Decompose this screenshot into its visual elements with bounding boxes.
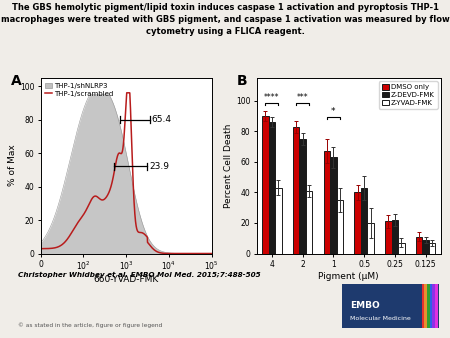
Bar <box>423 240 429 254</box>
Text: 65.4: 65.4 <box>151 115 171 124</box>
Text: Christopher Whidbey et al. EMBO Mol Med. 2015;7:488-505: Christopher Whidbey et al. EMBO Mol Med.… <box>18 272 261 278</box>
Bar <box>337 200 343 254</box>
Legend: DMSO only, Z-DEVD-FMK, Z-YVAD-FMK: DMSO only, Z-DEVD-FMK, Z-YVAD-FMK <box>379 81 437 109</box>
Bar <box>361 188 367 254</box>
Text: B: B <box>236 74 247 88</box>
Text: ****: **** <box>264 93 279 102</box>
Bar <box>330 157 337 254</box>
Bar <box>435 284 438 328</box>
Bar <box>324 151 330 254</box>
X-axis label: Pigment (μM): Pigment (μM) <box>319 271 379 281</box>
Bar <box>293 127 299 254</box>
Text: ***: *** <box>297 93 308 102</box>
Bar <box>392 220 398 254</box>
Bar <box>422 284 424 328</box>
Bar <box>416 237 423 254</box>
Y-axis label: Percent Cell Death: Percent Cell Death <box>224 123 233 208</box>
X-axis label: 660-YVAD-FMK: 660-YVAD-FMK <box>94 275 158 284</box>
Legend: THP-1/shNLRP3, THP-1/scrambled: THP-1/shNLRP3, THP-1/scrambled <box>44 81 115 98</box>
Bar <box>427 284 430 328</box>
Bar <box>367 223 374 254</box>
Bar <box>355 192 361 254</box>
Bar <box>299 139 306 254</box>
Text: 23.9: 23.9 <box>149 162 169 171</box>
Text: A: A <box>11 74 22 88</box>
Text: © as stated in the article, figure or figure legend: © as stated in the article, figure or fi… <box>18 323 162 329</box>
Bar <box>424 284 427 328</box>
Bar <box>385 221 392 254</box>
Bar <box>398 243 405 254</box>
Text: Molecular Medicine: Molecular Medicine <box>350 316 410 321</box>
Bar <box>432 284 435 328</box>
Bar <box>269 122 275 254</box>
Bar <box>306 191 312 254</box>
Bar <box>430 284 432 328</box>
Bar <box>262 116 269 254</box>
Y-axis label: % of Max: % of Max <box>8 145 17 187</box>
Text: *: * <box>331 107 336 116</box>
Text: EMBO: EMBO <box>350 300 379 310</box>
Bar <box>275 188 282 254</box>
Text: The GBS hemolytic pigment/lipid toxin induces caspase 1 activation and pyroptosi: The GBS hemolytic pigment/lipid toxin in… <box>0 3 450 36</box>
Bar <box>429 243 435 254</box>
